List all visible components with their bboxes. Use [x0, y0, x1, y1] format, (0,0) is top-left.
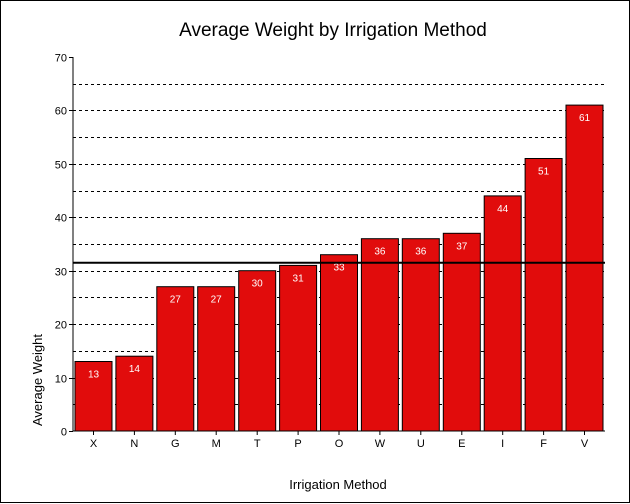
y-tick-label-6: 60 — [55, 106, 67, 118]
bar-N — [115, 355, 154, 432]
data-labels: 13 14 27 27 30 31 33 36 36 37 44 51 61 — [88, 113, 591, 380]
y-tick-label-5: 50 — [55, 160, 67, 172]
x-tick-label-F: F — [540, 438, 547, 450]
y-tick-label-1: 10 — [55, 374, 67, 386]
bar-T — [238, 270, 277, 432]
bar-V — [565, 104, 604, 432]
bar-U — [401, 238, 440, 432]
bar-P — [279, 264, 318, 432]
x-axis-title: Irrigation Method — [289, 477, 387, 492]
data-label-O: 33 — [333, 263, 345, 274]
data-label-E: 37 — [456, 241, 468, 252]
data-label-F: 51 — [538, 167, 550, 178]
y-tick-label-0: 0 — [61, 427, 67, 439]
data-label-G: 27 — [170, 295, 182, 306]
x-tick-label-G: G — [171, 438, 180, 450]
x-tick-label-O: O — [335, 438, 344, 450]
data-label-P: 31 — [293, 273, 305, 284]
data-label-T: 30 — [252, 279, 264, 290]
bar-F — [524, 158, 563, 432]
plot-area: 13 14 27 27 30 31 33 36 36 37 44 51 61 0 10 20 30 40 50 60… — [55, 53, 605, 450]
x-tick-label-V: V — [581, 438, 589, 450]
y-axis-title: Average Weight — [30, 334, 45, 426]
x-tick-label-E: E — [458, 438, 465, 450]
x-tick-label-U: U — [417, 438, 425, 450]
x-tick-label-T: T — [254, 438, 261, 450]
chart-title: Average Weight by Irrigation Method — [179, 20, 487, 41]
data-label-V: 61 — [579, 113, 591, 124]
bar-I — [483, 195, 522, 432]
y-tick-label-4: 40 — [55, 213, 67, 225]
x-tick-label-W: W — [375, 438, 386, 450]
bar-X — [74, 361, 113, 432]
x-tick-label-X: X — [90, 438, 98, 450]
data-label-W: 36 — [374, 247, 386, 258]
bars — [74, 104, 604, 432]
data-label-N: 14 — [129, 364, 141, 375]
data-label-M: 27 — [211, 295, 223, 306]
x-tick-label-P: P — [294, 438, 301, 450]
x-tick-label-I: I — [501, 438, 504, 450]
data-label-I: 44 — [497, 204, 509, 215]
bar-G — [156, 286, 195, 432]
data-label-U: 36 — [415, 247, 427, 258]
bar-W — [360, 238, 399, 432]
y-tick-label-3: 30 — [55, 267, 67, 279]
bar-M — [197, 286, 236, 432]
y-tick-label-2: 20 — [55, 320, 67, 332]
y-axis-ticks: 0 10 20 30 40 50 60 70 — [55, 53, 73, 439]
y-tick-label-7: 70 — [55, 53, 67, 65]
x-tick-label-M: M — [212, 438, 221, 450]
x-tick-label-N: N — [130, 438, 138, 450]
bar-O — [320, 254, 358, 432]
data-label-X: 13 — [88, 370, 100, 381]
